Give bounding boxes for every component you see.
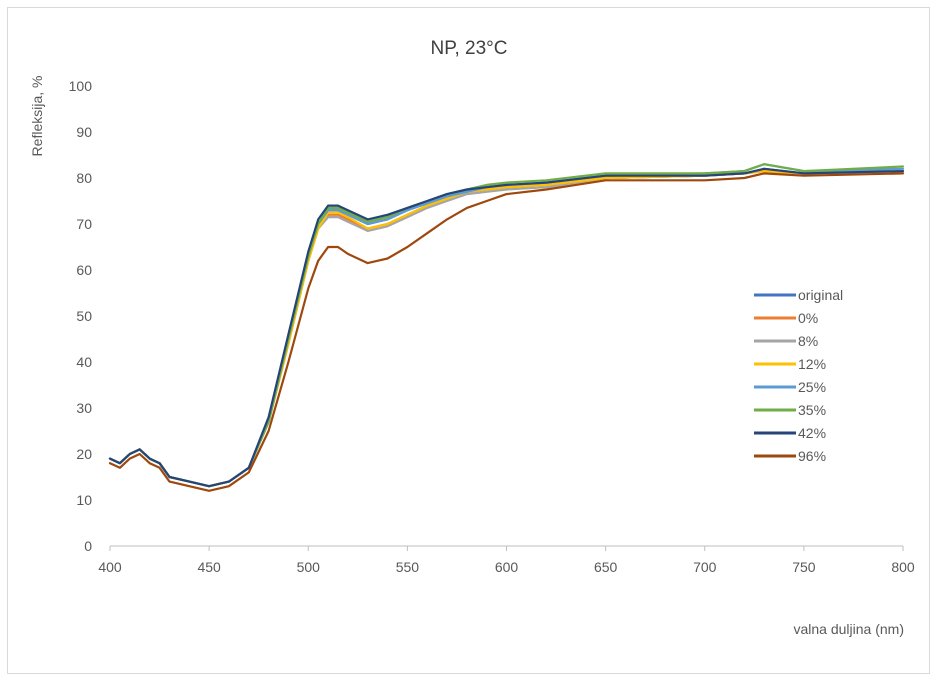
x-tick-label: 550 — [396, 559, 420, 575]
x-tick-label: 750 — [792, 559, 816, 575]
y-tick-label: 40 — [76, 354, 92, 370]
legend-label: 42% — [798, 425, 826, 441]
y-tick-label: 60 — [76, 262, 92, 278]
y-tick-label: 0 — [84, 538, 92, 554]
x-tick-label: 450 — [197, 559, 221, 575]
series-line-4 — [108, 163, 905, 488]
legend-label: original — [798, 287, 843, 303]
series-line-3 — [108, 170, 905, 488]
y-tick-label: 30 — [76, 400, 92, 416]
legend-label: 8% — [798, 333, 818, 349]
y-tick-label: 90 — [76, 124, 92, 140]
series-line-5 — [108, 163, 905, 488]
y-axis-title: Refleksija, % — [29, 76, 45, 157]
axes-layer: 400 450 500 550 600 650 700 750 800 0 10 20 30 40 50 60… — [69, 78, 915, 575]
legend-label: 25% — [798, 379, 826, 395]
y-tick-label: 50 — [76, 308, 92, 324]
x-tick-label: 650 — [594, 559, 618, 575]
series-line-6 — [108, 167, 905, 488]
series-line-1 — [108, 170, 905, 488]
x-tick-label: 500 — [297, 559, 321, 575]
y-tick-label: 70 — [76, 216, 92, 232]
legend-label: 35% — [798, 402, 826, 418]
legend-label: 0% — [798, 310, 818, 326]
legend-label: 12% — [798, 356, 826, 372]
y-tick-label: 80 — [76, 170, 92, 186]
legend: original 0% 8% 12% 25% 35% 42% 96% — [754, 287, 843, 464]
series-line-7 — [108, 172, 905, 492]
x-tick-label: 700 — [693, 559, 717, 575]
series-layer — [108, 163, 905, 492]
y-tick-label: 10 — [76, 492, 92, 508]
legend-label: 96% — [798, 448, 826, 464]
chart-title: NP, 23°C — [431, 38, 508, 59]
x-tick-label: 600 — [495, 559, 519, 575]
y-tick-label: 100 — [69, 78, 93, 94]
y-tick-label: 20 — [76, 446, 92, 462]
x-axis-title: valna duljina (nm) — [794, 621, 905, 637]
series-line-0 — [108, 167, 905, 488]
x-tick-label: 800 — [891, 559, 915, 575]
x-tick-label: 400 — [98, 559, 122, 575]
series-line-2 — [108, 170, 905, 488]
